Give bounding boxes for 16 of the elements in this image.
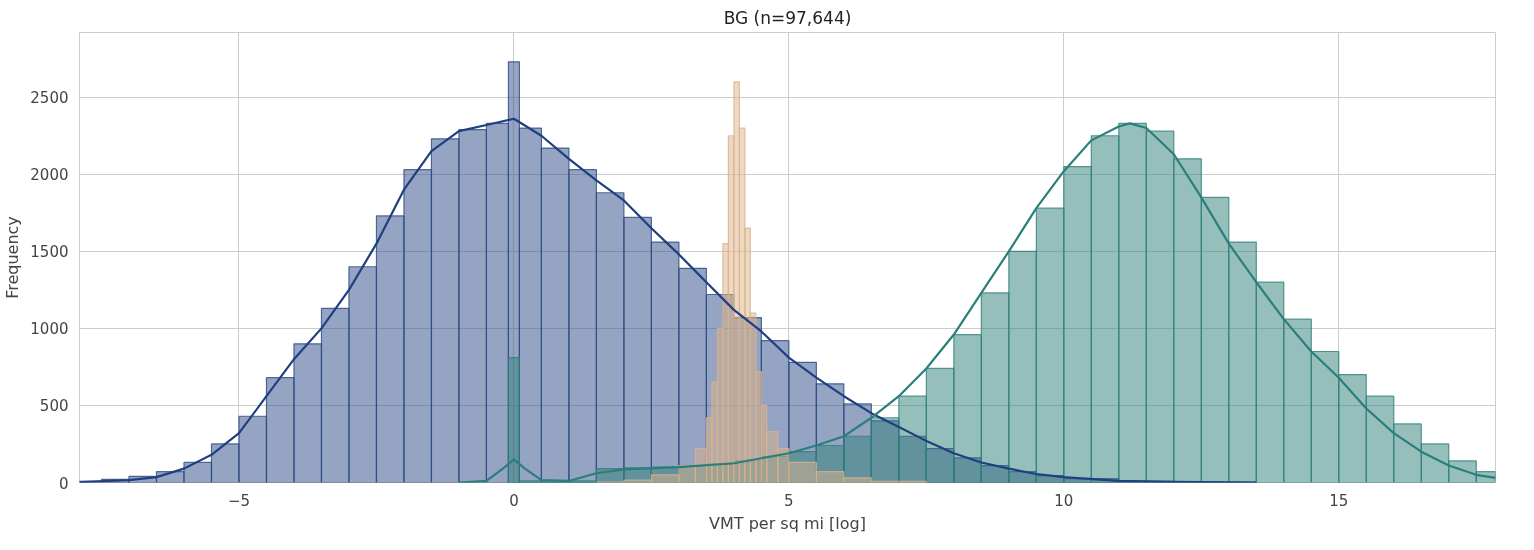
line-series bbox=[79, 117, 1258, 483]
y-tick-label: 2500 bbox=[30, 89, 69, 108]
y-tick-label: 0 bbox=[58, 474, 69, 493]
y-tick-label: 2000 bbox=[30, 166, 69, 185]
chart-title: BG (n=97,644) bbox=[723, 7, 852, 28]
y-axis-title: Frequency bbox=[3, 216, 23, 299]
x-tick-label: 10 bbox=[1054, 491, 1074, 510]
y-tick-label: 1000 bbox=[30, 320, 69, 339]
y-tick-label: 500 bbox=[39, 397, 69, 416]
x-axis-title: VMT per sq mi [log] bbox=[709, 513, 866, 533]
y-tick-label: 1500 bbox=[30, 243, 69, 262]
line-series bbox=[457, 122, 1496, 483]
x-tick-label: 0 bbox=[509, 491, 519, 510]
x-tick-label: 15 bbox=[1329, 491, 1349, 510]
x-tick-label: −5 bbox=[227, 491, 251, 510]
x-tick-label: 5 bbox=[784, 491, 794, 510]
